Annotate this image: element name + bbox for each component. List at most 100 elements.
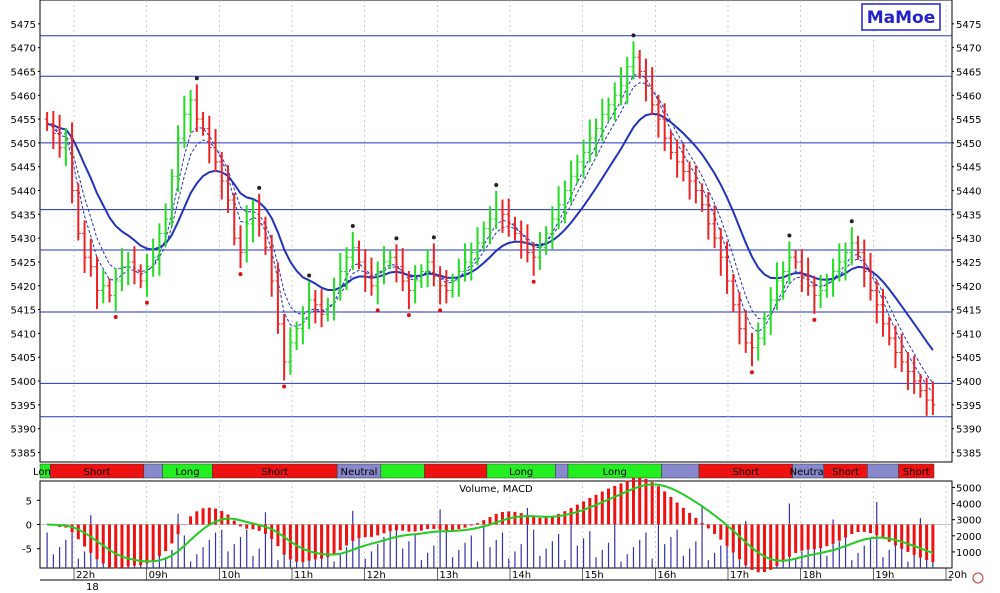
volume-tick-label: 4000 [956,500,981,511]
y-tick-label-left: 5420 [11,282,36,293]
y-tick-label-right: 5390 [956,425,981,436]
y-tick-label-right: 5450 [956,139,981,150]
volume-macd-panel: Volume, MACD 5 0 -5 5000 4000 3000 2000 1000 [22,477,981,573]
swing-low-marker [375,308,380,313]
session-segment [380,463,425,479]
y-tick-label-left: 5410 [11,329,36,340]
logo-text: MaMoe [867,8,936,28]
logo-box: MaMoe [861,3,941,31]
y-tick-label-right: 5395 [956,401,981,412]
y-tick-label-left: 5460 [11,91,36,102]
x-tick-label: 19h [875,570,894,581]
macd-tick-label: 5 [26,496,32,507]
y-tick-label-left: 5400 [11,377,36,388]
y-tick-label-left: 5405 [11,353,36,364]
swing-low-marker [406,313,411,318]
session-label: Long [175,467,199,478]
time-axis: 22h 09h 10h 11h 12h 13h 14h 15h 16h 17h 18h 19h 20h 1… [73,568,967,593]
session-segment [143,463,163,479]
y-tick-label-right: 5470 [956,44,981,55]
session-label: Short [732,467,759,478]
session-segment [898,463,935,479]
y-tick-label-left: 5475 [11,20,36,31]
y-tick-label-right: 5430 [956,234,981,245]
swing-low-marker [812,317,817,322]
y-tick-label-right: 5425 [956,258,981,269]
x-tick-label: 12h [367,570,386,581]
logo-frame [861,3,941,31]
y-tick-label-right: 5385 [956,448,981,459]
session-label: Short [84,467,111,478]
x-tick-label: 18h [803,570,822,581]
close-control [972,572,984,584]
session-band: Long Short Long Short Neutral Long Long Short Ne… [33,463,935,479]
y-tick-label-right: 5475 [956,20,981,31]
macd-tick-label: 0 [26,521,32,532]
session-segment [424,463,488,479]
x-tick-label: 14h [512,570,531,581]
y-tick-label-left: 5465 [11,67,36,78]
swing-low-marker [238,272,243,277]
trend-line [46,112,934,351]
y-tick-label-left: 5385 [11,448,36,459]
y-tick-label-left: 5435 [11,210,36,221]
x-tick-label: 15h [585,570,604,581]
x-sub-label: 18 [86,582,99,593]
swing-high-marker [787,233,792,238]
swing-high-marker [849,219,854,224]
y-tick-label-right: 5420 [956,282,981,293]
volume-tick-label: 2000 [956,532,981,543]
session-label: Short [903,467,930,478]
swing-high-marker [431,235,436,240]
x-tick-label: 16h [657,570,676,581]
session-segment [661,463,700,479]
x-tick-label: 17h [730,570,749,581]
swing-high-marker [257,185,262,190]
swing-high-marker [350,223,355,228]
swing-low-marker [282,384,287,389]
swing-low-marker [749,370,754,375]
y-tick-label-right: 5435 [956,210,981,221]
x-tick-label: 09h [149,570,168,581]
y-tick-label-left: 5470 [11,44,36,55]
swing-low-marker [144,300,149,305]
vertical-grid [73,0,947,568]
y-tick-label-right: 5445 [956,163,981,174]
close-icon[interactable] [972,572,984,584]
y-tick-label-left: 5425 [11,258,36,269]
price-bars [44,33,936,416]
session-segment [867,463,899,479]
price-axis: 5475 5475 5470 5470 5465 5465 5460 5460 5455 5455… [11,20,982,460]
swing-low-marker [113,315,118,320]
swing-low-marker [531,279,536,284]
swing-high-marker [394,236,399,241]
x-tick-label: 11h [294,570,313,581]
y-tick-label-left: 5415 [11,306,36,317]
y-tick-label-left: 5390 [11,425,36,436]
y-tick-label-left: 5430 [11,234,36,245]
swing-high-marker [631,33,636,38]
session-label: Neutral [790,467,827,478]
session-segment [555,463,569,479]
y-tick-label-right: 5455 [956,115,981,126]
price-plot-area [39,0,953,463]
y-tick-label-right: 5405 [956,353,981,364]
session-label: Long [33,467,57,478]
macd-signal-line [47,483,934,563]
session-label: Long [603,467,627,478]
x-tick-label: 10h [221,570,240,581]
macd-tick-label: -5 [22,545,32,556]
x-tick-label: 20h [948,570,967,581]
y-tick-label-right: 5400 [956,377,981,388]
x-tick-label: 13h [439,570,458,581]
panel-title: Volume, MACD [459,484,533,495]
y-tick-label-right: 5415 [956,306,981,317]
y-tick-label-left: 5450 [11,139,36,150]
volume-tick-label: 5000 [956,483,981,494]
session-label: Short [261,467,288,478]
y-tick-label-left: 5445 [11,163,36,174]
swing-high-marker [494,182,499,187]
x-tick-label: 22h [76,570,95,581]
